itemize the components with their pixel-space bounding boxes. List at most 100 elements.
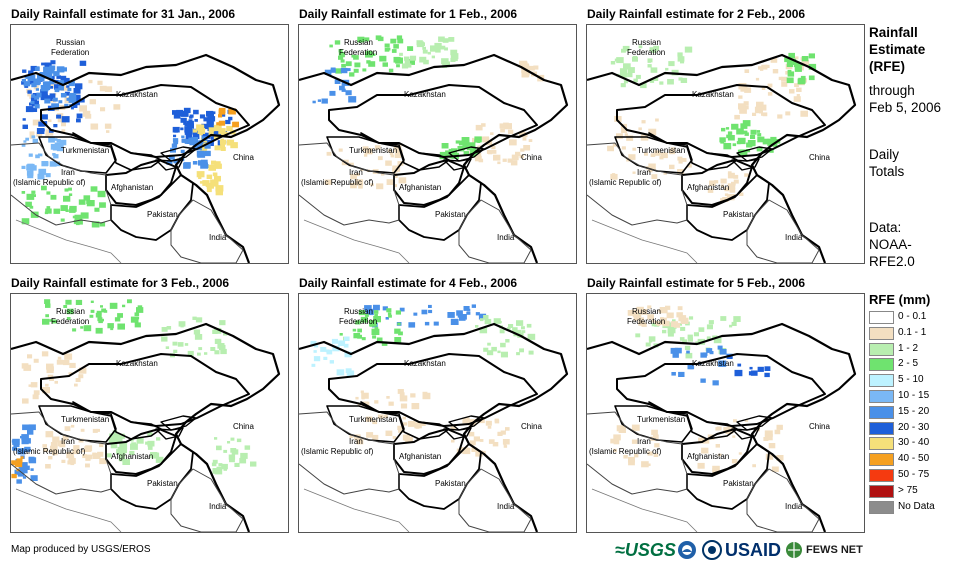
rainfall-cell — [24, 446, 31, 452]
legend-swatch — [869, 358, 894, 372]
rainfall-cell — [678, 315, 687, 322]
rainfall-cell — [724, 193, 729, 196]
rainfall-cell — [727, 183, 736, 190]
legend-swatch — [869, 374, 894, 388]
rainfall-cell — [192, 161, 198, 165]
rainfall-cell — [151, 452, 160, 459]
rainfall-cell — [95, 312, 102, 318]
rainfall-cell — [172, 138, 179, 143]
rainfall-cell — [431, 55, 435, 59]
rainfall-cell — [33, 85, 39, 90]
rainfall-cell — [63, 86, 70, 91]
rainfall-cell — [372, 53, 376, 56]
rainfall-cell — [761, 87, 766, 90]
rainfall-cell — [89, 99, 96, 105]
rainfall-cell — [504, 123, 512, 130]
rainfall-cell — [346, 370, 355, 377]
rainfall-cell — [45, 303, 51, 308]
rainfall-cell — [372, 420, 378, 425]
rainfall-cell — [96, 310, 102, 315]
rainfall-cell — [354, 62, 361, 68]
rainfall-cell — [28, 424, 36, 431]
rainfall-cell — [25, 201, 32, 207]
rainfall-cell — [45, 464, 51, 469]
rainfall-cell — [656, 323, 661, 326]
rainfall-cell — [781, 76, 788, 82]
rainfall-cell — [214, 161, 221, 167]
rainfall-cell — [620, 71, 627, 77]
rainfall-cell — [502, 158, 507, 162]
map-label-india: India — [209, 233, 227, 242]
rainfall-cell — [400, 403, 408, 409]
rainfall-cell — [183, 162, 191, 168]
coastline — [15, 488, 122, 532]
rainfall-cell — [28, 70, 34, 75]
map-label-pakistan: Pakistan — [435, 479, 466, 488]
rainfall-cell — [428, 309, 433, 314]
rainfall-cell — [673, 349, 677, 352]
rainfall-cell — [42, 92, 47, 96]
rainfall-cell — [99, 458, 107, 465]
rainfall-cell — [86, 200, 91, 205]
rainfall-cell — [12, 438, 20, 445]
map-label-russia-line1: Russian — [344, 38, 373, 47]
rainfall-cell — [422, 46, 426, 50]
rainfall-cell — [30, 468, 34, 471]
rainfall-cell — [50, 445, 58, 452]
rainfall-cell — [750, 129, 757, 135]
rainfall-cell — [493, 154, 501, 161]
rainfall-cell — [86, 454, 93, 460]
rainfall-cell — [181, 110, 189, 117]
rainfall-cell — [384, 48, 390, 52]
rainfall-cell — [698, 437, 706, 444]
rainfall-cell — [369, 320, 377, 327]
rainfall-cell — [387, 312, 392, 316]
rainfall-cell — [184, 139, 191, 144]
rainfall-cell — [67, 460, 73, 465]
rainfall-cell — [777, 114, 783, 119]
rainfall-cell — [44, 72, 53, 79]
rainfall-cell — [57, 143, 64, 148]
rainfall-cell — [408, 322, 416, 328]
rainfall-cell — [62, 435, 69, 441]
rainfall-cell — [678, 77, 683, 81]
rainfall-cell — [385, 430, 393, 436]
rainfall-cell — [397, 322, 401, 326]
rainfall-cell — [772, 142, 778, 147]
rainfall-cell — [767, 92, 773, 96]
rainfall-cell — [208, 127, 215, 132]
map-label-russia-line1: Russian — [56, 38, 85, 47]
rainfall-cell — [27, 354, 33, 359]
rainfall-cell — [45, 95, 53, 101]
rainfall-cell — [632, 147, 637, 151]
rainfall-cell — [41, 128, 45, 132]
rainfall-cell — [687, 334, 693, 339]
rainfall-layer — [11, 299, 257, 484]
legend-swatch — [869, 421, 894, 435]
rainfall-cell — [497, 431, 503, 436]
rainfall-cell — [397, 38, 404, 44]
rainfall-cell — [64, 426, 71, 431]
rainfall-cell — [117, 323, 125, 330]
rainfall-cell — [393, 174, 398, 178]
rainfall-cell — [651, 320, 655, 323]
rainfall-cell — [477, 140, 481, 143]
rainfall-cell — [211, 160, 217, 165]
rainfall-cell — [678, 371, 685, 377]
rainfall-cell — [196, 124, 204, 131]
rainfall-cell — [648, 128, 657, 135]
rainfall-cell — [213, 124, 222, 132]
rainfall-cell — [42, 81, 51, 88]
rainfall-cell — [654, 443, 660, 448]
rainfall-cell — [635, 74, 641, 79]
rainfall-cell — [396, 35, 403, 40]
panel-title-2: Daily Rainfall estimate for 1 Feb., 2006 — [299, 7, 518, 21]
rainfall-cell — [384, 43, 390, 48]
rainfall-cell — [386, 179, 394, 185]
rainfall-cell — [54, 380, 58, 384]
india-border — [170, 468, 244, 532]
rainfall-map-3: Russian Federation Kazakhstan Turkmenistan I… — [586, 24, 865, 264]
rainfall-cell — [229, 457, 235, 463]
rainfall-cell — [69, 362, 76, 368]
